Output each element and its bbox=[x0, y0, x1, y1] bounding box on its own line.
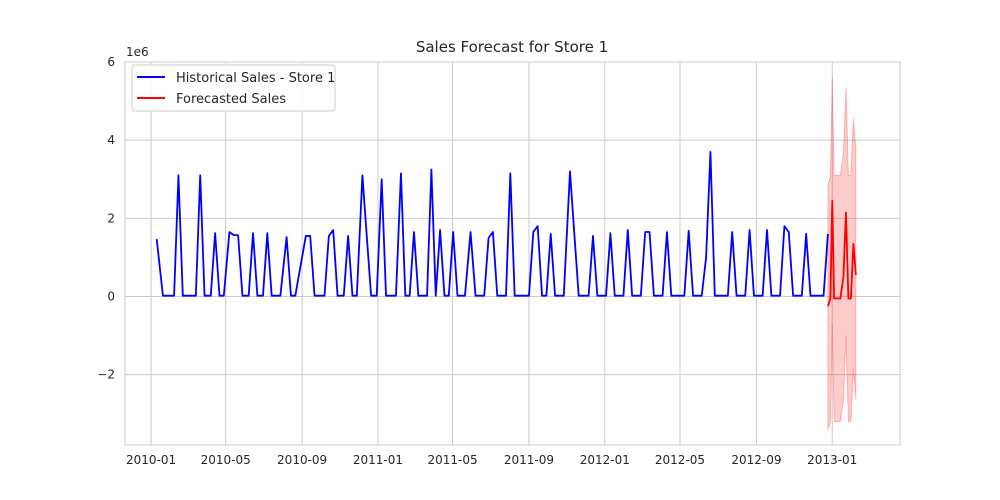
y-tick-label: 4 bbox=[107, 133, 115, 147]
legend: Historical Sales - Store 1 Forecasted Sal… bbox=[131, 64, 336, 112]
x-tick-label: 2010-05 bbox=[201, 453, 251, 467]
y-tick-label: 2 bbox=[107, 211, 115, 225]
x-tick-label: 2011-05 bbox=[427, 453, 477, 467]
x-tick-label: 2010-09 bbox=[277, 453, 327, 467]
historical-sales-line bbox=[155, 150, 829, 297]
series-layer bbox=[155, 150, 857, 307]
forecast-interval-layer bbox=[827, 77, 857, 430]
forecast-confidence-band bbox=[827, 77, 857, 430]
x-tick-label: 2013-01 bbox=[807, 453, 857, 467]
y-tick-label: 6 bbox=[107, 55, 115, 69]
y-tick-labels: −2 0 2 4 6 bbox=[97, 55, 115, 382]
y-tick-label: −2 bbox=[97, 368, 115, 382]
legend-box bbox=[131, 64, 336, 112]
x-tick-label: 2012-01 bbox=[580, 453, 630, 467]
x-tick-label: 2012-05 bbox=[655, 453, 705, 467]
legend-label: Historical Sales - Store 1 bbox=[176, 71, 335, 86]
chart-title: Sales Forecast for Store 1 bbox=[416, 38, 608, 56]
x-tick-labels: 2010-01 2010-05 2010-09 2011-01 2011-05 2011-… bbox=[126, 453, 857, 467]
legend-label: Forecasted Sales bbox=[176, 92, 286, 107]
x-tick-label: 2012-09 bbox=[731, 453, 781, 467]
y-offset-label: 1e6 bbox=[126, 45, 149, 59]
x-tick-label: 2010-01 bbox=[126, 453, 176, 467]
plot-frame bbox=[124, 61, 901, 446]
forecasted-sales-line bbox=[827, 199, 857, 307]
x-tick-label: 2011-09 bbox=[504, 453, 554, 467]
y-tick-label: 0 bbox=[107, 289, 115, 303]
x-tick-label: 2011-01 bbox=[353, 453, 403, 467]
